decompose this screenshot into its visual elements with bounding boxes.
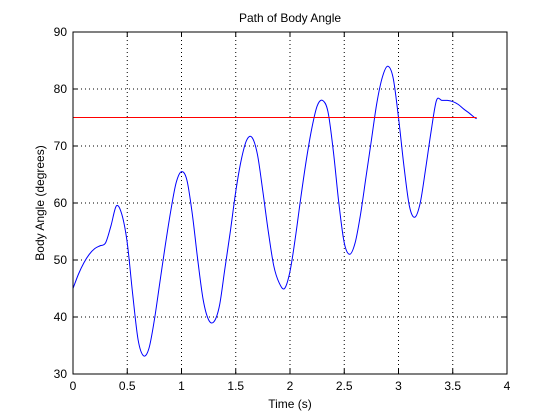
y-tick-label: 90	[54, 25, 68, 39]
series-line-body-angle	[72, 65, 477, 357]
y-tick-label: 40	[54, 310, 68, 324]
y-tick-label: 60	[54, 196, 68, 210]
x-tick-label: 1.5	[227, 379, 244, 393]
y-tick-label: 50	[54, 253, 68, 267]
x-tick-label: 0.5	[119, 379, 136, 393]
grid-lines	[73, 32, 507, 374]
y-tick-label: 70	[54, 139, 68, 153]
y-tick-label: 30	[54, 367, 68, 381]
x-tick-label: 0	[70, 379, 77, 393]
x-tick-label: 2	[287, 379, 294, 393]
chart-title: Path of Body Angle	[239, 11, 341, 25]
x-tick-labels: 0 0.5 1 1.5 2 2.5 3 3.5 4	[70, 379, 511, 393]
series-layer	[72, 65, 477, 357]
x-tick-label: 3	[395, 379, 402, 393]
x-axis-title: Time (s)	[268, 397, 312, 411]
y-tick-labels: 30 40 50 60 70 80 90	[54, 25, 68, 381]
x-tick-label: 2.5	[336, 379, 353, 393]
y-axis-title: Body Angle (degrees)	[33, 145, 47, 260]
x-tick-label: 1	[178, 379, 185, 393]
x-tick-label: 3.5	[444, 379, 461, 393]
tick-marks	[72, 31, 508, 375]
y-tick-label: 80	[54, 82, 68, 96]
x-tick-label: 4	[504, 379, 511, 393]
